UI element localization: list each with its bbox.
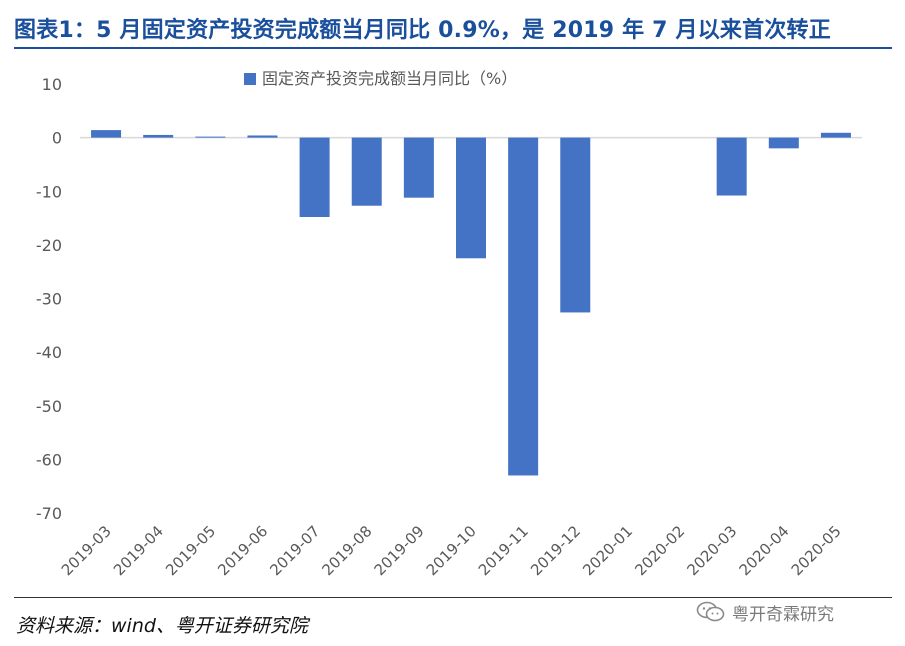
bar-2019-04 bbox=[143, 134, 174, 138]
bar-2019-03 bbox=[91, 130, 122, 138]
x-tick-label: 2019-08 bbox=[319, 522, 376, 579]
legend: 固定资产投资完成额当月同比（%） bbox=[244, 69, 517, 88]
x-axis: 2019-032019-042019-052019-062019-072019-… bbox=[58, 522, 845, 579]
bar-chart: 固定资产投资完成额当月同比（%） 10 0 -10 -20 -30 -40 -50 -60 -7… bbox=[36, 69, 862, 579]
y-tick-label: -40 bbox=[36, 343, 62, 362]
x-tick-label: 2020-05 bbox=[788, 522, 845, 579]
y-tick-label: -30 bbox=[36, 290, 62, 309]
bar-2019-07 bbox=[299, 137, 330, 217]
bar-2019-11 bbox=[508, 137, 539, 476]
bar-2019-08 bbox=[351, 137, 382, 206]
y-tick-label: -60 bbox=[36, 450, 62, 469]
watermark-text: 粤开奇霖研究 bbox=[732, 604, 834, 625]
bar-2019-06 bbox=[247, 135, 278, 138]
x-tick-label: 2019-12 bbox=[527, 522, 584, 579]
bar-2020-04 bbox=[768, 137, 799, 149]
chart-title: 图表1：5 月固定资产投资完成额当月同比 0.9%，是 2019 年 7 月以来… bbox=[14, 18, 831, 43]
x-tick-label: 2020-03 bbox=[683, 522, 740, 579]
bar-2020-03 bbox=[716, 137, 747, 196]
y-tick-label: -10 bbox=[36, 182, 62, 201]
x-tick-label: 2019-06 bbox=[214, 522, 271, 579]
x-tick-label: 2019-05 bbox=[162, 522, 219, 579]
footer-divider bbox=[14, 597, 892, 598]
x-tick-label: 2019-11 bbox=[475, 522, 532, 579]
y-tick-label: 0 bbox=[52, 129, 62, 148]
x-tick-label: 2019-10 bbox=[423, 522, 480, 579]
x-tick-label: 2019-09 bbox=[371, 522, 428, 579]
bar-2019-12 bbox=[560, 137, 591, 313]
x-tick-label: 2020-01 bbox=[579, 522, 636, 579]
y-tick-label: 10 bbox=[42, 75, 62, 94]
legend-label: 固定资产投资完成额当月同比（%） bbox=[262, 69, 517, 88]
y-axis: 10 0 -10 -20 -30 -40 -50 -60 -70 bbox=[36, 75, 62, 523]
source-note: 资料来源：wind、粤开证券研究院 bbox=[16, 615, 308, 637]
legend-swatch bbox=[244, 73, 256, 85]
x-tick-label: 2020-02 bbox=[631, 522, 688, 579]
title-divider bbox=[14, 47, 892, 49]
bar-2019-10 bbox=[456, 137, 486, 259]
bars bbox=[91, 130, 851, 476]
x-tick-label: 2019-04 bbox=[110, 522, 167, 579]
x-tick-label: 2019-03 bbox=[58, 522, 115, 579]
y-tick-label: -70 bbox=[36, 504, 62, 523]
wechat-icon bbox=[696, 601, 725, 622]
y-tick-label: -50 bbox=[36, 397, 62, 416]
y-tick-label: -20 bbox=[36, 236, 62, 255]
bar-2020-05 bbox=[820, 132, 851, 138]
x-tick-label: 2020-04 bbox=[736, 522, 793, 579]
x-tick-label: 2019-07 bbox=[266, 522, 323, 579]
watermark: 粤开奇霖研究 bbox=[696, 599, 834, 625]
bar-2019-05 bbox=[195, 136, 226, 138]
bar-2019-09 bbox=[403, 137, 434, 198]
